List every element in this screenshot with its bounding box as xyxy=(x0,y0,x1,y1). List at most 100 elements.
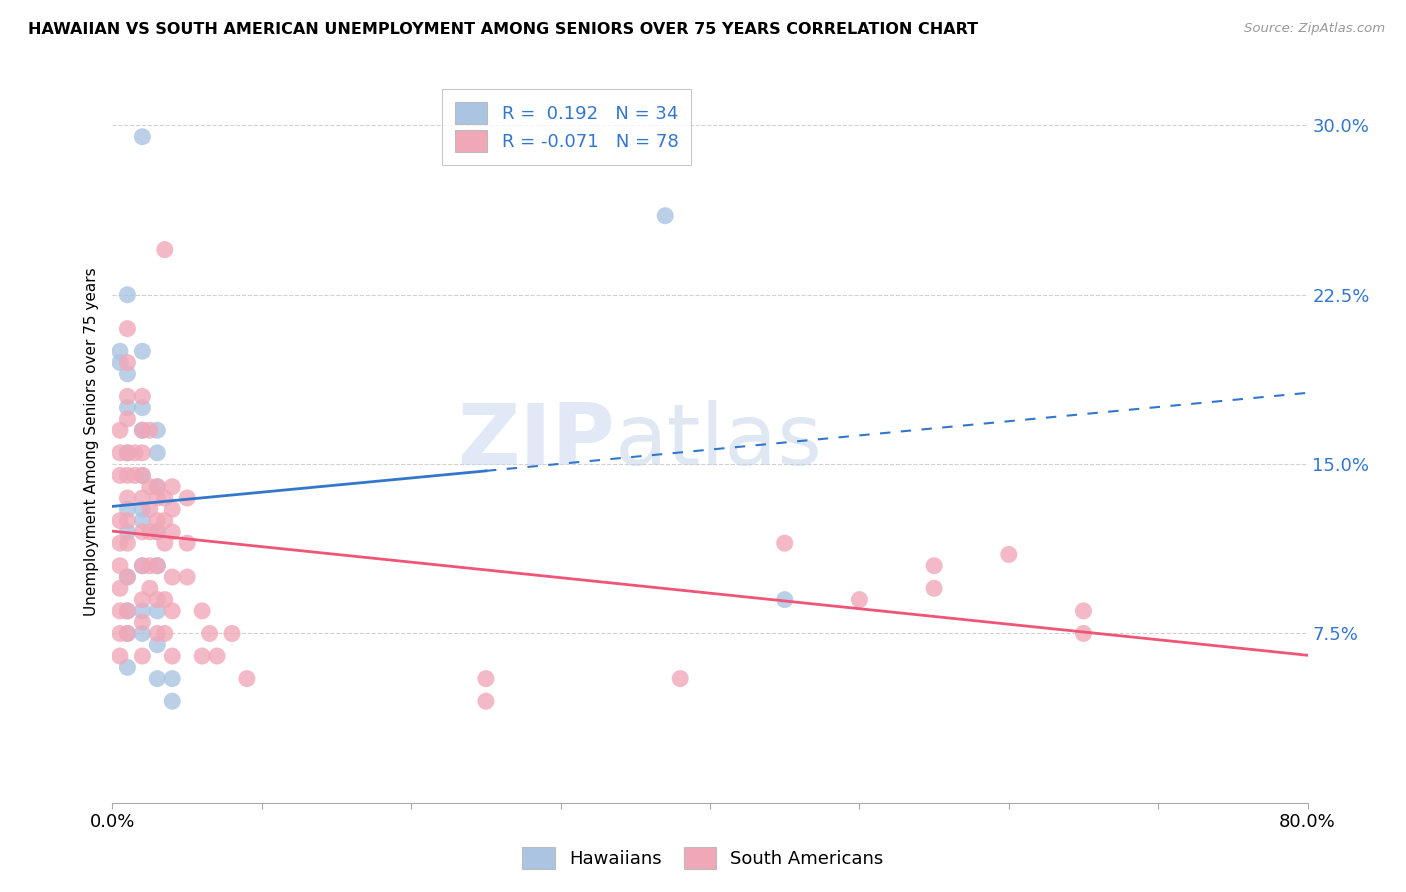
Point xyxy=(131,648,153,663)
Point xyxy=(131,502,153,516)
Point xyxy=(108,536,131,550)
Text: ZIP: ZIP xyxy=(457,400,614,483)
Point xyxy=(153,626,176,640)
Point xyxy=(146,480,169,494)
Point xyxy=(139,558,162,573)
Point xyxy=(146,423,169,437)
Point xyxy=(146,626,169,640)
Point xyxy=(117,570,139,584)
Point xyxy=(131,401,153,415)
Y-axis label: Unemployment Among Seniors over 75 years: Unemployment Among Seniors over 75 years xyxy=(84,268,100,615)
Point xyxy=(131,514,153,528)
Point xyxy=(131,344,153,359)
Point xyxy=(131,468,153,483)
Point xyxy=(139,480,162,494)
Point xyxy=(117,604,139,618)
Point xyxy=(108,604,131,618)
Point xyxy=(131,491,153,505)
Point xyxy=(131,604,153,618)
Point xyxy=(108,558,131,573)
Point xyxy=(131,592,153,607)
Point xyxy=(176,536,198,550)
Point xyxy=(153,243,176,257)
Point xyxy=(221,626,243,640)
Point xyxy=(131,558,153,573)
Point xyxy=(131,615,153,630)
Point xyxy=(773,536,796,550)
Point xyxy=(131,389,153,403)
Point xyxy=(117,626,139,640)
Point xyxy=(162,604,183,618)
Point xyxy=(162,480,183,494)
Point xyxy=(922,558,945,573)
Point xyxy=(117,389,139,403)
Point xyxy=(139,582,162,596)
Point xyxy=(162,648,183,663)
Point xyxy=(117,355,139,369)
Point xyxy=(117,401,139,415)
Point xyxy=(117,536,139,550)
Point xyxy=(108,446,131,460)
Point xyxy=(108,355,131,369)
Point xyxy=(146,592,169,607)
Point xyxy=(117,502,139,516)
Point xyxy=(117,514,139,528)
Point xyxy=(198,626,221,640)
Point xyxy=(117,660,139,674)
Point xyxy=(1073,604,1095,618)
Point xyxy=(117,491,139,505)
Point xyxy=(117,412,139,426)
Point xyxy=(191,648,214,663)
Point xyxy=(131,558,153,573)
Point xyxy=(176,491,198,505)
Point xyxy=(108,514,131,528)
Point xyxy=(146,524,169,539)
Point xyxy=(153,592,176,607)
Point xyxy=(117,446,139,460)
Point xyxy=(124,468,146,483)
Point xyxy=(124,446,146,460)
Point xyxy=(654,209,676,223)
Point xyxy=(475,694,498,708)
Point xyxy=(162,524,183,539)
Point xyxy=(117,367,139,381)
Point xyxy=(146,480,169,494)
Point xyxy=(475,672,498,686)
Point xyxy=(146,491,169,505)
Point xyxy=(117,524,139,539)
Point xyxy=(131,423,153,437)
Point xyxy=(146,524,169,539)
Point xyxy=(236,672,259,686)
Point xyxy=(998,548,1021,562)
Point xyxy=(848,592,870,607)
Point xyxy=(205,648,228,663)
Point xyxy=(139,524,162,539)
Point xyxy=(117,626,139,640)
Point xyxy=(153,536,176,550)
Legend: R =  0.192   N = 34, R = -0.071   N = 78: R = 0.192 N = 34, R = -0.071 N = 78 xyxy=(441,89,692,165)
Point xyxy=(139,423,162,437)
Point xyxy=(1073,626,1095,640)
Point xyxy=(108,423,131,437)
Point xyxy=(131,468,153,483)
Point xyxy=(108,344,131,359)
Point xyxy=(191,604,214,618)
Point xyxy=(146,558,169,573)
Point xyxy=(162,570,183,584)
Point xyxy=(139,502,162,516)
Point xyxy=(117,321,139,335)
Point xyxy=(162,672,183,686)
Point xyxy=(131,129,153,144)
Point xyxy=(108,648,131,663)
Point xyxy=(162,502,183,516)
Legend: Hawaiians, South Americans: Hawaiians, South Americans xyxy=(513,838,893,879)
Point xyxy=(117,287,139,301)
Text: atlas: atlas xyxy=(614,400,823,483)
Point xyxy=(669,672,692,686)
Point xyxy=(146,446,169,460)
Text: Source: ZipAtlas.com: Source: ZipAtlas.com xyxy=(1244,22,1385,36)
Point xyxy=(117,468,139,483)
Point xyxy=(117,446,139,460)
Point xyxy=(108,626,131,640)
Point xyxy=(922,582,945,596)
